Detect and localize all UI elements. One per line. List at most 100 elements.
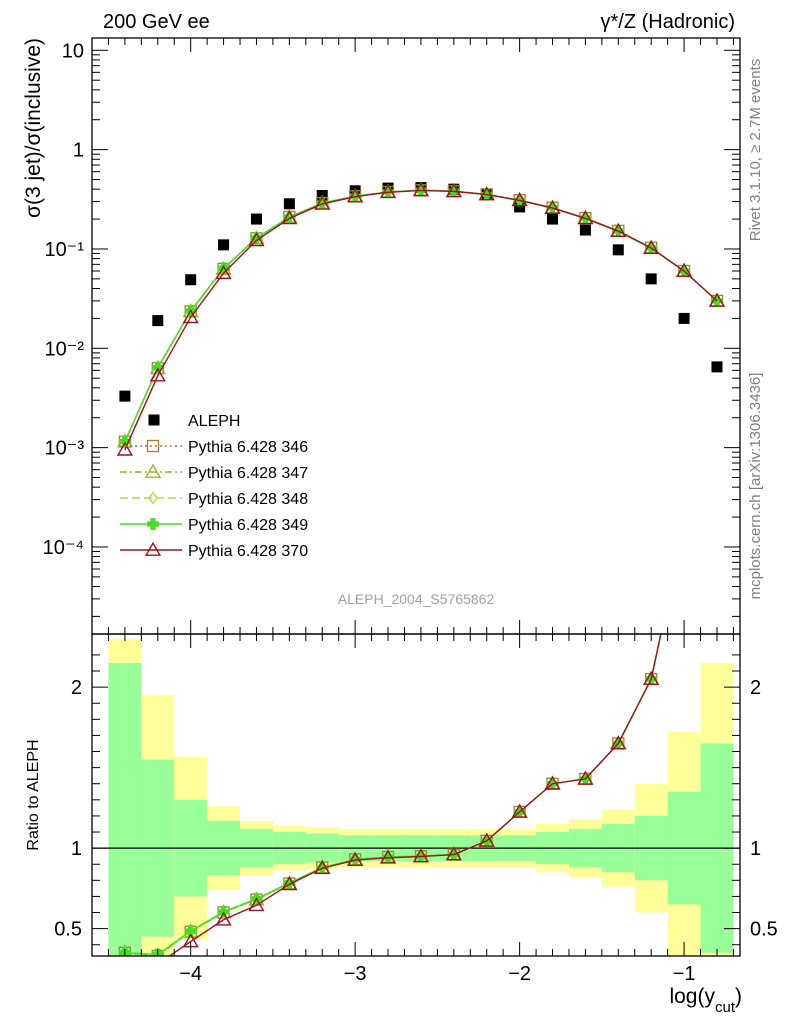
main-series-point-p370 — [314, 195, 331, 210]
ratio-y-tick-label-left: 2 — [71, 677, 82, 699]
legend-marker-aleph — [148, 414, 160, 426]
ratio-series-point-p347 — [710, 262, 724, 274]
ratio-y-axis-label: Ratio to ALEPH — [25, 739, 42, 850]
ratio-band-inner — [108, 662, 142, 956]
ratio-series-point-p370 — [281, 876, 298, 891]
x-axis-label-subscript: cut — [715, 999, 736, 1016]
ratio-series-point-p349 — [711, 263, 722, 274]
main-series-point-p370 — [511, 192, 528, 207]
ratio-series-point-p370 — [544, 775, 561, 790]
x-axis-label-close: ) — [735, 985, 742, 1008]
ratio-uncertainty-bands — [92, 638, 740, 956]
ratio-series-point-p370 — [314, 859, 331, 875]
main-data-point-aleph — [612, 244, 624, 256]
main-series-point-p349 — [217, 262, 230, 275]
main-series-point-p370 — [643, 239, 660, 254]
ratio-series-point-p349 — [184, 925, 197, 937]
main-data-point-aleph — [678, 312, 690, 324]
main-series-point-p370 — [116, 441, 133, 456]
main-y-tick-label: 1 — [73, 140, 84, 162]
ratio-series-point-p370 — [157, 955, 158, 956]
ratio-y-tick-label-right: 1 — [750, 838, 761, 860]
legend: ALEPH Pythia 6.428 346 Pythia 6.428 347 Pyt… — [120, 413, 308, 560]
main-series-point-p370 — [347, 188, 364, 203]
ratio-plot-frame — [91, 633, 741, 957]
main-data-point-aleph — [152, 315, 164, 327]
ratio-y-tick-label-left: 0.5 — [54, 919, 82, 941]
main-data-point-aleph — [645, 273, 657, 285]
main-y-tick-label: 10⁻² — [45, 338, 85, 360]
main-data-point-aleph — [579, 224, 591, 236]
ratio-series-point-p370 — [379, 849, 397, 864]
x-tick-label: −1 — [673, 963, 696, 985]
ratio-y-tick-label-left: 1 — [71, 838, 82, 860]
legend-marker-p346 — [146, 439, 160, 453]
axis-ticks: −4 −3 −2 −1 10 1 10⁻¹ 10⁻² 10⁻³ 10⁻⁴ 0.5 0.5 1 1 2 2 — [43, 38, 778, 985]
main-series-line-p347 — [124, 189, 718, 442]
ratio-series-point-p370 — [577, 770, 594, 785]
ratio-series-point-p370 — [215, 911, 232, 926]
main-data-point-aleph — [514, 201, 526, 213]
ratio-series-point-p370 — [710, 262, 724, 274]
legend-marker-p347 — [144, 463, 162, 478]
ratio-y-tick-label-right: 2 — [750, 677, 761, 699]
main-y-tick-label: 10⁻³ — [45, 438, 85, 460]
ratio-series-group — [118, 262, 724, 956]
header-left-label: 200 GeV ee — [103, 11, 210, 33]
main-series-point-p370 — [281, 210, 298, 225]
ratio-series-point-p347 — [677, 519, 691, 531]
legend-marker-p370 — [144, 541, 162, 556]
main-series-point-p370 — [215, 264, 232, 280]
ratio-series-point-p370 — [412, 848, 430, 863]
legend-label: Pythia 6.428 349 — [188, 517, 308, 534]
ratio-series-point-p348 — [713, 263, 721, 274]
legend-label: Pythia 6.428 370 — [188, 543, 308, 560]
main-series-point-p370 — [248, 232, 265, 247]
legend-label: Pythia 6.428 348 — [188, 491, 308, 508]
ratio-series-point-p348 — [680, 521, 688, 532]
main-series-point-p370 — [379, 184, 397, 199]
ratio-series-point-p370 — [478, 832, 495, 847]
ratio-series-point-p370 — [643, 670, 660, 685]
ratio-series-point-p346 — [679, 521, 690, 532]
main-series-line-p348 — [124, 189, 718, 442]
ratio-series-point-p370 — [610, 735, 627, 750]
main-series-line-p370 — [124, 189, 718, 451]
x-tick-label: −4 — [179, 963, 202, 985]
main-data-point-aleph — [547, 213, 559, 225]
ratio-series-point-p370 — [248, 896, 265, 912]
main-y-tick-label: 10⁻¹ — [45, 239, 85, 261]
main-series-group — [116, 181, 726, 456]
legend-marker-p349 — [147, 518, 159, 530]
main-series-point-p349 — [250, 232, 263, 244]
main-series-point-p370 — [577, 210, 594, 225]
ratio-series-line-p370 — [168, 634, 662, 956]
ratio-series-point-p349 — [679, 521, 690, 532]
main-y-axis-label: σ(3 jet)/σ(inclusive) — [22, 38, 45, 218]
x-tick-label: −3 — [344, 963, 367, 985]
main-series-point-p370 — [675, 262, 693, 277]
ratio-series-point-p370 — [511, 803, 528, 818]
legend-label: Pythia 6.428 347 — [188, 465, 308, 482]
mcplots-label: mcplots.cern.ch [arXiv:1306.3436] — [747, 373, 764, 600]
header-right-label: γ*/Z (Hadronic) — [601, 11, 735, 33]
plot-frames — [91, 37, 741, 957]
main-series-point-p370 — [149, 367, 166, 382]
main-y-tick-label: 10 — [62, 40, 84, 62]
main-series-point-p370 — [708, 292, 726, 307]
main-series-point-p370 — [610, 222, 627, 238]
rivet-version-label: Rivet 3.1.10, ≥ 2.7M events — [747, 59, 764, 242]
main-series-point-p370 — [544, 199, 561, 214]
main-data-point-aleph — [711, 361, 723, 373]
main-data-point-aleph — [119, 390, 131, 402]
x-tick-label: −2 — [508, 963, 531, 985]
x-axis-label: log(ycut) — [669, 985, 742, 1016]
ratio-series-point-p370 — [677, 519, 691, 531]
main-series-point-p370 — [182, 309, 199, 324]
analysis-id-label: ALEPH_2004_S5765862 — [338, 591, 495, 607]
main-series-point-p370 — [478, 186, 495, 201]
main-series-line-p346 — [124, 189, 718, 442]
main-data-point-aleph — [250, 213, 262, 225]
ratio-series-point-p346 — [711, 263, 722, 274]
